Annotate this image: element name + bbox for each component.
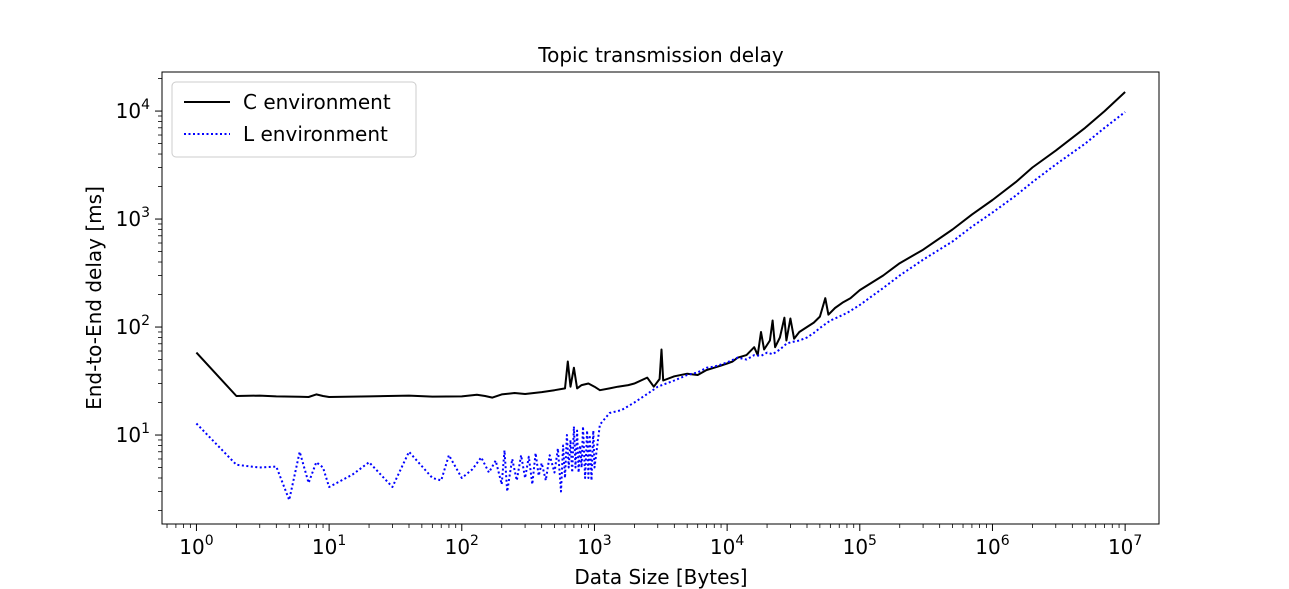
x-tick-label: 100 [179, 533, 213, 559]
y-axis: 101 102 103 104 [116, 78, 162, 511]
legend-label-c-environment: C environment [243, 90, 391, 114]
legend: C environment L environment [171, 81, 417, 158]
x-tick-label: 105 [843, 533, 877, 559]
x-tick-label: 103 [577, 533, 611, 559]
y-axis-label: End-to-End delay [ms] [82, 186, 106, 410]
x-tick-label: 104 [710, 533, 744, 559]
y-tick-label: 104 [116, 97, 150, 123]
plot-frame [161, 71, 1160, 525]
legend-box [171, 81, 417, 158]
series-line-l-environment [195, 111, 1126, 501]
chart-title: Topic transmission delay [537, 43, 784, 67]
y-tick-label: 103 [116, 205, 150, 231]
y-tick-label: 101 [116, 421, 150, 447]
x-axis-label: Data Size [Bytes] [574, 565, 747, 589]
x-tick-label: 101 [312, 533, 346, 559]
y-tick-label: 102 [116, 313, 150, 339]
x-tick-label: 107 [1108, 533, 1142, 559]
legend-label-l-environment: L environment [243, 122, 388, 146]
x-tick-label: 106 [975, 533, 1009, 559]
x-axis: 100 101 102 103 104 105 106 107 [166, 524, 1142, 559]
series-line-c-environment [195, 91, 1126, 399]
series-layer [195, 91, 1126, 501]
x-tick-label: 102 [445, 533, 479, 559]
